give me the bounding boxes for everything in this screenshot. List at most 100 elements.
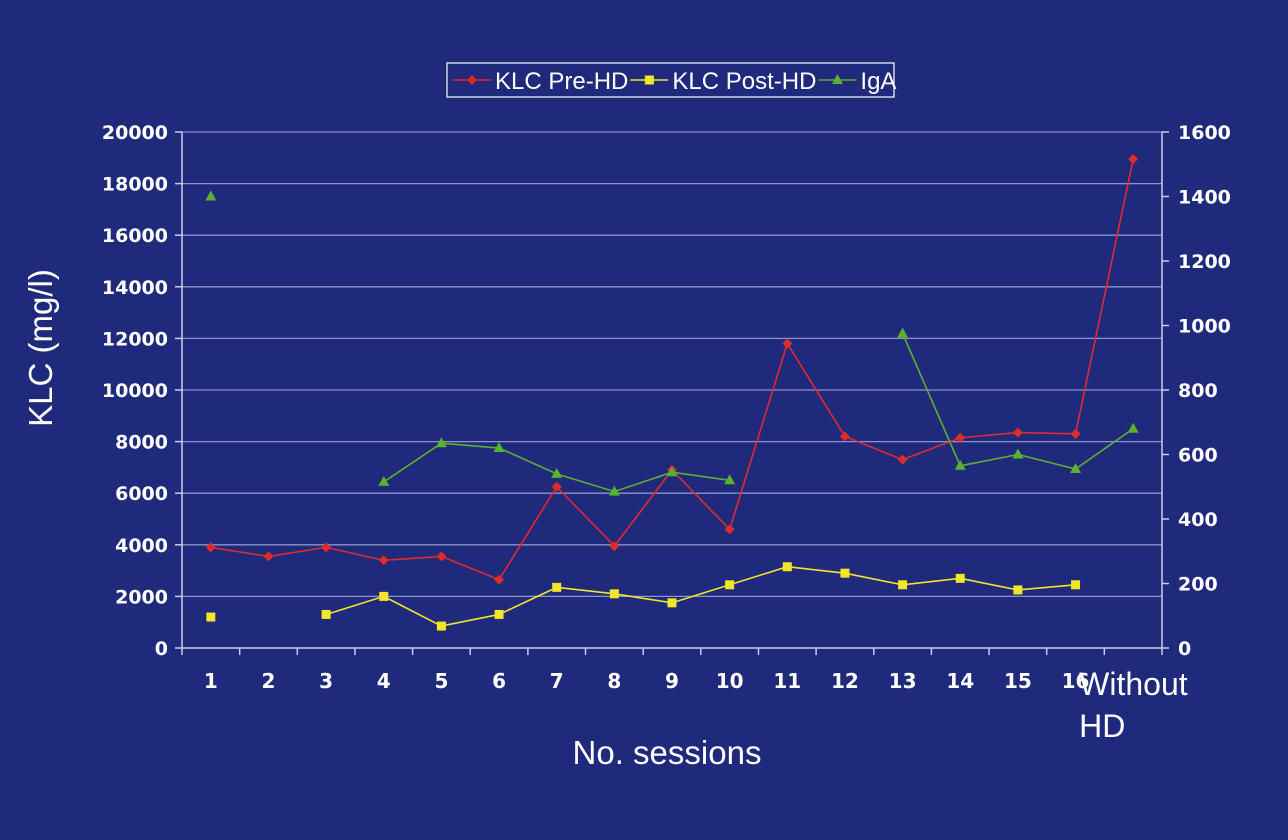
data-point bbox=[954, 459, 966, 470]
data-point bbox=[552, 582, 562, 592]
data-point bbox=[724, 474, 736, 485]
y2-tick-label: 1400 bbox=[1178, 187, 1231, 209]
legend: KLC Pre-HD KLC Post-HD IgA bbox=[446, 62, 896, 98]
data-point bbox=[1012, 448, 1024, 459]
x-tick-label: 13 bbox=[889, 669, 917, 693]
data-point bbox=[551, 467, 563, 478]
legend-label: KLC Pre-HD bbox=[495, 68, 628, 95]
x-tick-label: 7 bbox=[550, 669, 564, 693]
y-tick-label: 18000 bbox=[102, 174, 168, 196]
legend-marker bbox=[467, 75, 477, 85]
legend-label: IgA bbox=[860, 68, 896, 95]
y2-tick-label: 1600 bbox=[1178, 122, 1231, 144]
data-point bbox=[666, 466, 678, 477]
data-point bbox=[436, 551, 447, 562]
data-point bbox=[205, 190, 217, 201]
x-tick-label: 10 bbox=[716, 669, 744, 693]
series-klc-post-hd bbox=[206, 562, 1081, 631]
legend-marker bbox=[831, 74, 843, 84]
data-point bbox=[494, 609, 504, 619]
data-point bbox=[840, 568, 850, 578]
x-axis-title: No. sessions bbox=[573, 734, 762, 771]
x-tick-label: 6 bbox=[492, 669, 506, 693]
x-tick-label: 2 bbox=[262, 669, 276, 693]
data-point bbox=[379, 591, 389, 601]
data-point bbox=[1013, 585, 1023, 595]
data-point bbox=[1012, 427, 1023, 438]
data-point bbox=[608, 485, 620, 496]
data-point bbox=[494, 574, 505, 585]
x-tick-label: 15 bbox=[1004, 669, 1032, 693]
y-tick-label: 0 bbox=[155, 638, 168, 660]
data-point bbox=[782, 562, 792, 572]
series-iga bbox=[205, 190, 1139, 496]
y-tick-label: 10000 bbox=[102, 380, 168, 402]
y2-tick-label: 0 bbox=[1178, 638, 1191, 660]
x-tick-label: 11 bbox=[773, 669, 801, 693]
data-point bbox=[1127, 422, 1139, 433]
y2-tick-label: 1000 bbox=[1178, 316, 1231, 338]
y-tick-label: 2000 bbox=[115, 586, 168, 608]
x-tick-label: 12 bbox=[831, 669, 859, 693]
y-tick-label: 8000 bbox=[115, 432, 168, 454]
series-line bbox=[210, 158, 1134, 581]
y-tick-label: 16000 bbox=[102, 225, 168, 247]
x-tick-label: 14 bbox=[946, 669, 974, 693]
data-point bbox=[435, 437, 447, 448]
data-point bbox=[725, 580, 735, 590]
series-layer bbox=[205, 154, 1139, 631]
data-point bbox=[378, 475, 390, 486]
data-point bbox=[1070, 428, 1081, 439]
series-line bbox=[325, 565, 1076, 627]
data-point bbox=[321, 542, 332, 553]
grid-layer bbox=[182, 131, 1162, 598]
legend-box bbox=[446, 62, 895, 98]
y-tick-label: 6000 bbox=[115, 483, 168, 505]
x-tick-label: 8 bbox=[607, 669, 621, 693]
legend-marker bbox=[644, 75, 654, 85]
y-tick-label: 14000 bbox=[102, 277, 168, 299]
y2-tick-label: 200 bbox=[1178, 574, 1218, 596]
data-point bbox=[898, 580, 908, 590]
data-point bbox=[839, 431, 850, 442]
y-axis-title: KLC (mg/l) bbox=[22, 269, 59, 427]
data-point bbox=[724, 524, 735, 535]
data-point bbox=[1070, 463, 1082, 474]
data-point bbox=[1071, 580, 1081, 590]
data-point bbox=[436, 621, 446, 631]
series-klc-pre-hd bbox=[205, 154, 1139, 585]
data-point bbox=[1128, 154, 1139, 165]
y-tick-label: 4000 bbox=[115, 535, 168, 557]
data-point bbox=[897, 454, 908, 465]
data-point bbox=[667, 598, 677, 608]
axis-layer: 0200040006000800010000120001400016000180… bbox=[102, 122, 1231, 744]
x-tick-label: 5 bbox=[434, 669, 448, 693]
data-point bbox=[321, 609, 331, 619]
x-tick-label: Without HD bbox=[1079, 666, 1188, 744]
data-point bbox=[955, 573, 965, 583]
y2-tick-label: 1200 bbox=[1178, 251, 1231, 273]
x-tick-label: 16 bbox=[1062, 669, 1090, 693]
y-tick-label: 12000 bbox=[102, 328, 168, 350]
data-point bbox=[263, 551, 274, 562]
data-point bbox=[551, 481, 562, 492]
y2-tick-label: 600 bbox=[1178, 445, 1218, 467]
legend-label: KLC Post-HD bbox=[672, 68, 816, 95]
x-tick-label: 9 bbox=[665, 669, 679, 693]
data-point bbox=[609, 541, 620, 552]
y2-tick-label: 800 bbox=[1178, 380, 1218, 402]
data-point bbox=[378, 555, 389, 566]
data-point bbox=[609, 589, 619, 599]
data-point bbox=[897, 327, 909, 338]
x-tick-label: 4 bbox=[377, 669, 391, 693]
data-point bbox=[782, 338, 793, 349]
data-point bbox=[206, 612, 216, 622]
y2-tick-label: 400 bbox=[1178, 509, 1218, 531]
data-point bbox=[955, 432, 966, 443]
data-point bbox=[493, 442, 505, 453]
y-tick-label: 20000 bbox=[102, 122, 168, 144]
data-point bbox=[205, 542, 216, 553]
x-tick-label: 1 bbox=[204, 669, 218, 693]
